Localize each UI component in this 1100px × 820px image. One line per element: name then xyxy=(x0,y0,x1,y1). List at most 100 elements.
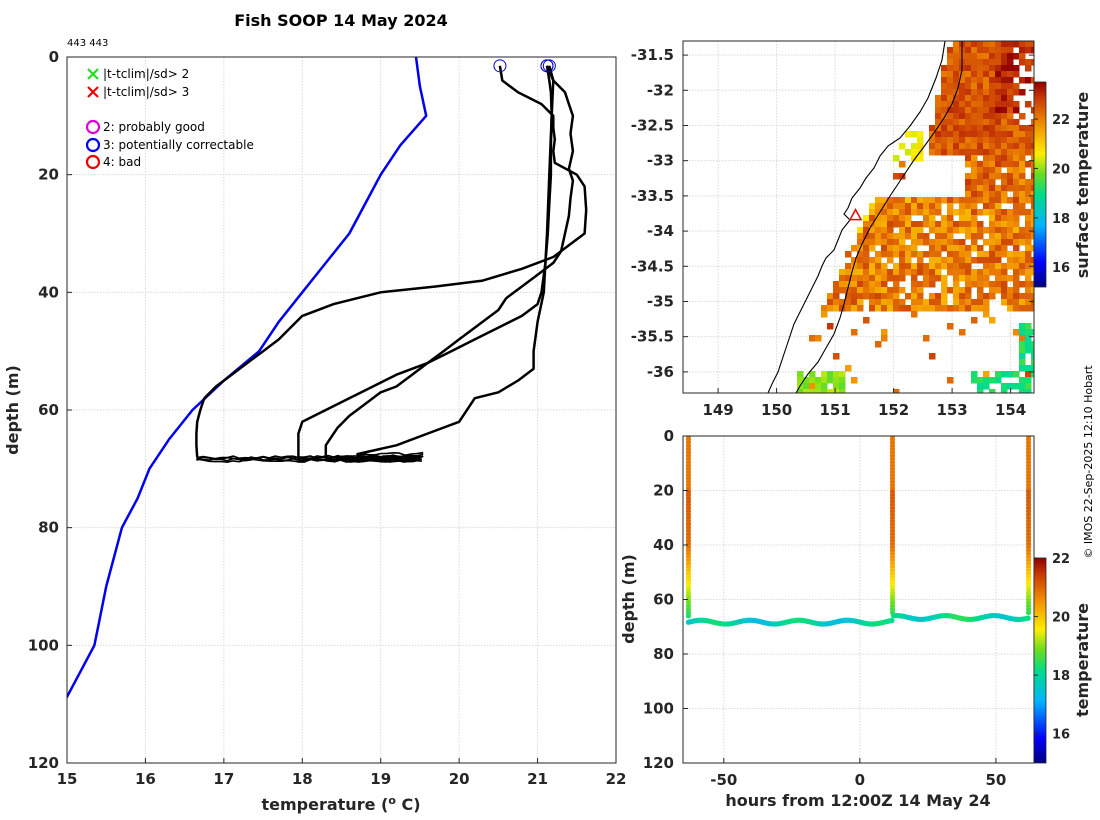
legend-marker-circle xyxy=(85,119,101,135)
map-sst-cell xyxy=(989,269,996,276)
map-sst-cell xyxy=(905,233,912,240)
map-sst-cell xyxy=(923,305,930,312)
time-depth-colorbar-tick-label: 20 xyxy=(1052,611,1070,626)
map-sst-cell xyxy=(1007,239,1014,246)
time-depth-colorbar-label: temperature xyxy=(1073,603,1092,717)
map-sst-cell xyxy=(929,125,936,132)
map-sst-cell xyxy=(845,293,852,300)
legend-marker-circle xyxy=(85,154,101,170)
map-sst-cell xyxy=(953,113,960,120)
map-sst-cell xyxy=(983,185,990,192)
map-sst-cell xyxy=(905,149,912,156)
map-sst-cell xyxy=(1007,137,1014,144)
map-sst-cell xyxy=(983,293,990,300)
map-sst-cell xyxy=(881,305,888,312)
map-sst-cell xyxy=(1031,245,1034,252)
map-sst-cell xyxy=(983,131,990,138)
map-sst-cell xyxy=(965,107,972,114)
map-sst-cell xyxy=(869,281,876,288)
map-sst-cell xyxy=(923,203,930,210)
map-sst-cell xyxy=(935,143,942,150)
map-sst-cell xyxy=(803,383,810,390)
map-sst-cell xyxy=(959,305,966,312)
map-sst-cell xyxy=(1001,275,1008,282)
map-sst-cell xyxy=(935,233,942,240)
map-sst-cell xyxy=(971,227,978,234)
map-sst-cell xyxy=(1031,41,1034,48)
map-sst-cell xyxy=(911,155,918,162)
profile-x-tick-label: 22 xyxy=(606,770,627,788)
map-sst-cell xyxy=(941,197,948,204)
map-sst-cell xyxy=(827,377,834,384)
map-sst-cell xyxy=(1007,383,1014,390)
map-sst-cell xyxy=(977,83,984,90)
map-sst-cell xyxy=(989,185,996,192)
map-sst-cell xyxy=(971,137,978,144)
map-sst-cell xyxy=(965,209,972,216)
map-sst-cell xyxy=(1001,293,1008,300)
map-sst-cell xyxy=(1025,377,1032,384)
map-sst-cell xyxy=(1019,143,1026,150)
map-sst-cell xyxy=(977,173,984,180)
map-sst-cell xyxy=(929,197,936,204)
map-sst-cell xyxy=(959,287,966,294)
map-sst-cell xyxy=(1025,293,1032,300)
map-sst-cell xyxy=(1007,215,1014,222)
map-sst-cell xyxy=(917,239,924,246)
map-sst-cell xyxy=(971,197,978,204)
time-depth-point xyxy=(1025,615,1031,621)
map-sst-cell xyxy=(929,293,936,300)
map-sst-cell xyxy=(1001,155,1008,162)
map-sst-cell xyxy=(995,71,1002,78)
map-sst-cell xyxy=(995,377,1002,384)
profile-x-tick-label: 20 xyxy=(449,770,470,788)
map-sst-cell xyxy=(971,221,978,228)
map-coastline xyxy=(767,41,946,393)
profile-series xyxy=(67,57,588,700)
map-sst-cell xyxy=(935,221,942,228)
map-sst-cell xyxy=(1025,209,1032,216)
chart-title: Fish SOOP 14 May 2024 xyxy=(234,11,448,30)
map-sst-cell xyxy=(1001,239,1008,246)
map-sst-cell xyxy=(959,275,966,282)
map-sst-cell xyxy=(887,245,894,252)
map-sst-cell xyxy=(1019,377,1026,384)
map-sst-cell xyxy=(971,65,978,72)
profile-y-tick-label: 40 xyxy=(38,283,59,301)
map-sst-cell xyxy=(809,389,816,393)
map-sst-cell xyxy=(947,239,954,246)
map-sst-cell xyxy=(941,107,948,114)
map-sst-cell xyxy=(1013,383,1020,390)
map-sst-cell xyxy=(995,215,1002,222)
map-sst-cell xyxy=(941,71,948,78)
map-sst-cell xyxy=(971,53,978,60)
series-line-profile-3 xyxy=(324,65,575,458)
map-sst-cell xyxy=(881,275,888,282)
profile-ticks: 15 16 17 18 19 20 21 22 0 20 40 60 80 100 120 xyxy=(28,48,627,788)
map-sst-cell xyxy=(1025,347,1032,354)
map-sst-cell xyxy=(875,239,882,246)
map-sst-cell xyxy=(1013,179,1020,186)
profile-x-tick-label: 18 xyxy=(292,770,313,788)
map-sst-cell xyxy=(1019,41,1026,48)
map-sst-cell xyxy=(1001,371,1008,378)
map-sst-cell xyxy=(977,383,984,390)
legend-entry-label: 4: bad xyxy=(103,155,141,169)
map-sst-cell xyxy=(935,107,942,114)
map-sst-cell xyxy=(995,95,1002,102)
map-sst-cell xyxy=(869,287,876,294)
map-sst-cell xyxy=(827,371,834,378)
map-sst-cell xyxy=(887,221,894,228)
map-sst-cell xyxy=(1001,287,1008,294)
map-sst-cell xyxy=(995,239,1002,246)
map-sst-cell xyxy=(989,209,996,216)
map-sst-cell xyxy=(983,125,990,132)
profile-x-label-tail: C) xyxy=(396,795,421,814)
map-sst-cell xyxy=(1007,107,1014,114)
map-sst-cell xyxy=(893,269,900,276)
map-sst-cell xyxy=(995,77,1002,84)
map-sst-cell xyxy=(1025,227,1032,234)
map-sst-cell xyxy=(899,197,906,204)
map-sst-cell xyxy=(929,251,936,258)
map-sst-cell xyxy=(863,239,870,246)
